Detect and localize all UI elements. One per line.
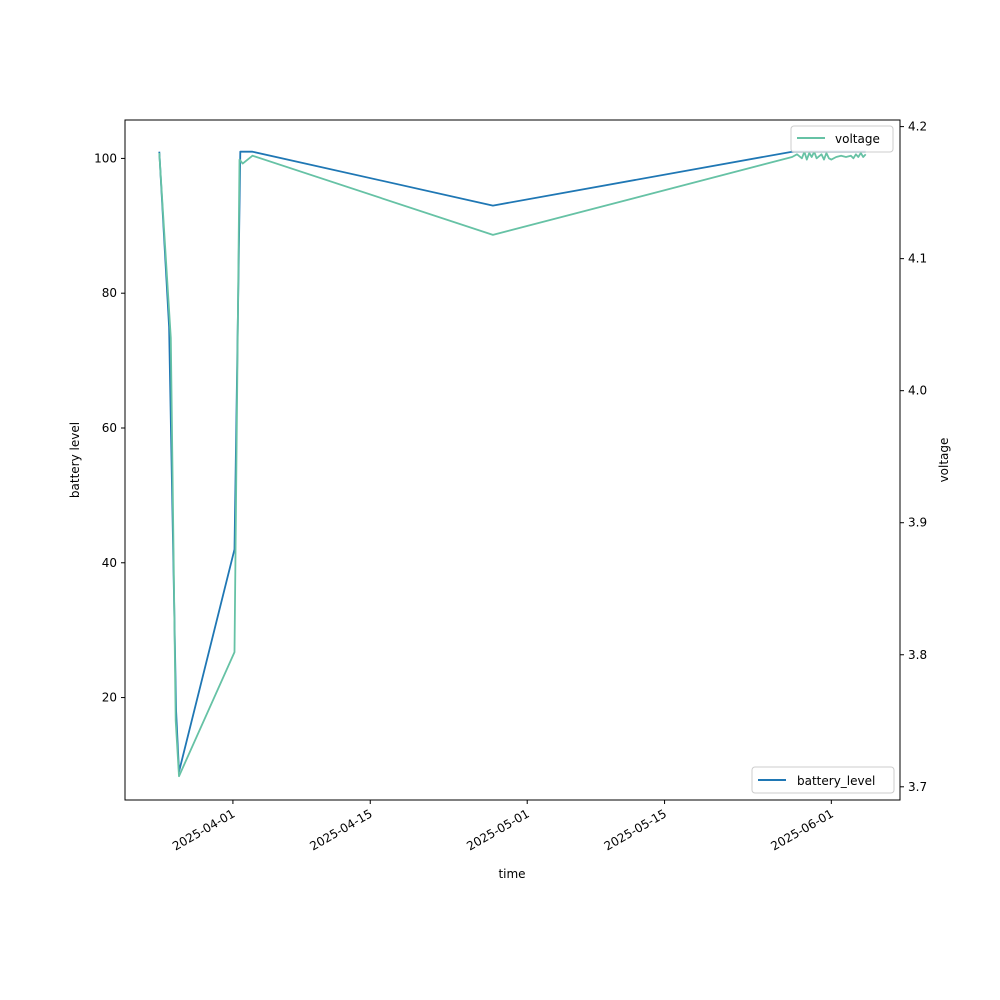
- y-right-tick-label: 4.2: [908, 120, 927, 134]
- y-axis-left-label: battery level: [68, 422, 82, 498]
- y-left-tick-label: 100: [94, 151, 117, 165]
- y-left-tick-label: 60: [102, 421, 117, 435]
- y-left-tick-label: 20: [102, 691, 117, 705]
- y-right-tick-label: 3.7: [908, 780, 927, 794]
- legend-battery-level-box: [751, 766, 895, 794]
- y-left-tick-label: 40: [102, 556, 117, 570]
- y-right-tick-label: 3.9: [908, 516, 927, 530]
- legend-voltage-label: voltage: [835, 132, 880, 146]
- legend-battery-level: battery_level: [751, 766, 895, 794]
- y-left-tick-label: 80: [102, 286, 117, 300]
- y-right-tick-label: 3.8: [908, 648, 927, 662]
- legend-voltage-box: [790, 125, 894, 153]
- legend-battery-level-label: battery_level: [797, 774, 875, 788]
- legend-voltage: voltage: [790, 125, 894, 153]
- y-axis-right-label: voltage: [937, 438, 951, 483]
- y-right-tick-label: 4.0: [908, 384, 927, 398]
- y-axis-right: 3.7 3.8 3.9 4.0 4.1 4.2: [900, 120, 927, 794]
- axes-frame: [124, 119, 901, 801]
- y-axis-left: 20 40 60 80 100: [94, 151, 125, 705]
- x-axis-label: time: [498, 867, 525, 881]
- y-right-tick-label: 4.1: [908, 252, 927, 266]
